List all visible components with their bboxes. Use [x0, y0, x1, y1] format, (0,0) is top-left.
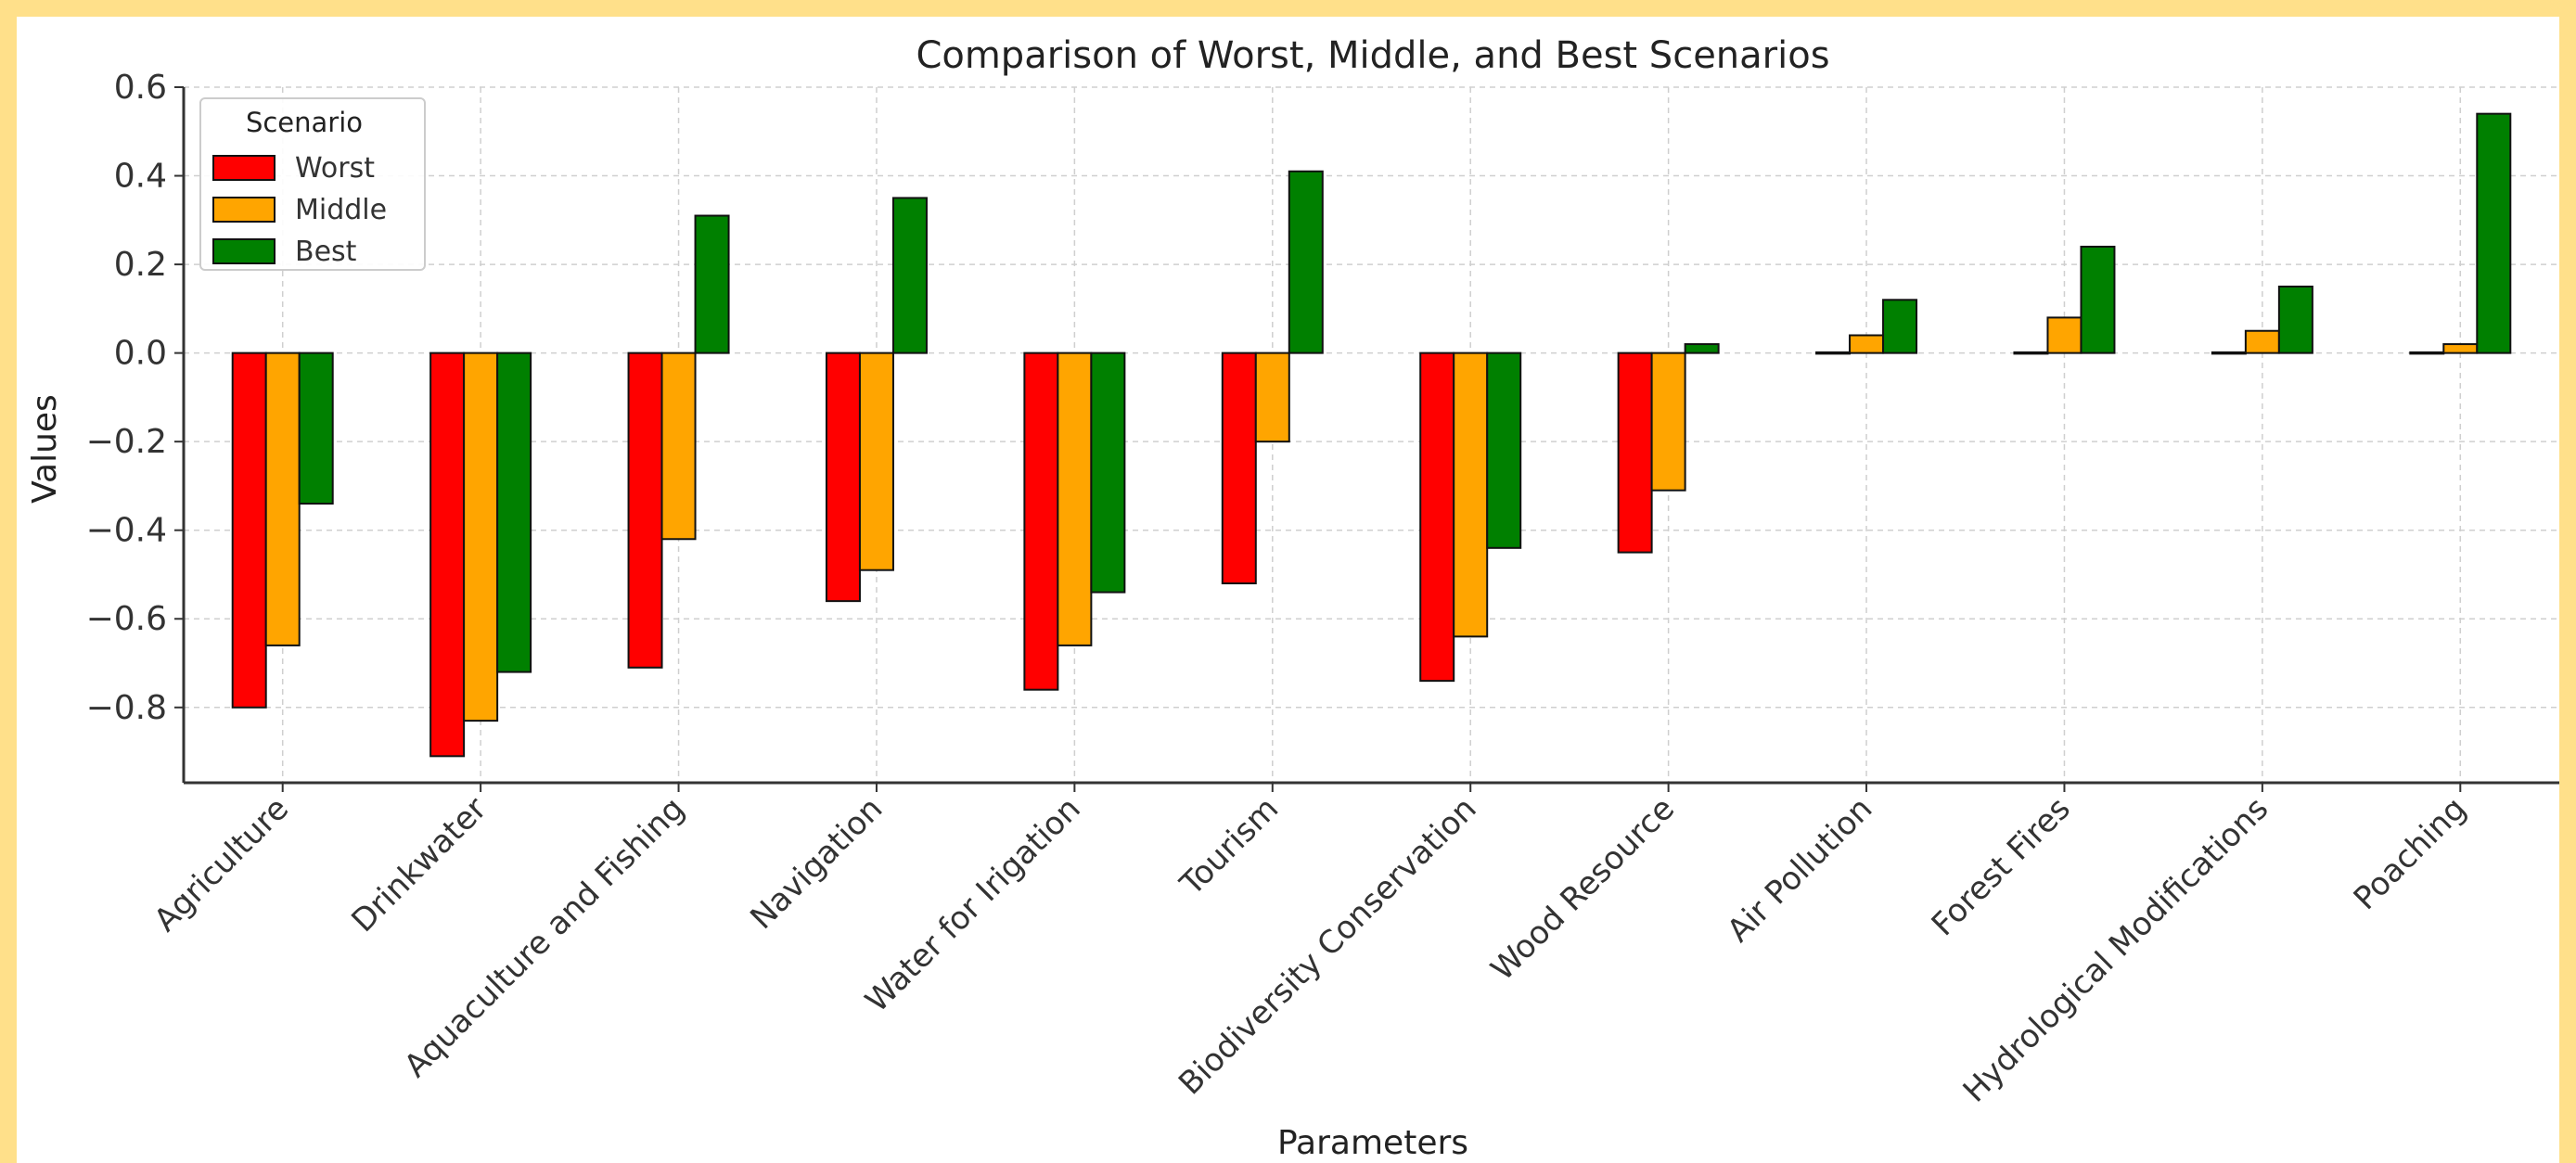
y-tick-labels: 0.6 0.4 0.2 0.0 −0.2 −0.4 −0.6 −0.8 — [86, 69, 184, 727]
y-tick-label: −0.2 — [86, 423, 167, 461]
bar-middle — [264, 351, 301, 646]
bar-best — [1090, 351, 1126, 594]
bar-best — [2080, 245, 2116, 354]
bar-worst — [1815, 351, 1852, 355]
legend-swatch-worst — [212, 155, 276, 181]
y-tick-label: 0.4 — [114, 158, 167, 196]
x-tick-label: Agriculture — [147, 790, 297, 939]
legend-items: Worst Middle Best — [212, 152, 387, 268]
x-tick-label: Air Pollution — [1720, 790, 1879, 950]
legend-label-middle: Middle — [295, 194, 387, 226]
y-tick-label: −0.6 — [86, 600, 167, 638]
bar-middle — [858, 351, 894, 571]
bar-best — [1882, 299, 1918, 354]
chart-title: Comparison of Worst, Middle, and Best Sc… — [916, 34, 1829, 77]
bar-middle — [2442, 343, 2479, 354]
bar-middle — [1650, 351, 1686, 492]
legend-swatch-middle — [212, 197, 276, 223]
bar-best — [1288, 170, 1324, 354]
bar-best — [496, 351, 532, 673]
legend: Scenario Worst Middle Best — [199, 97, 426, 271]
y-axis-title: Values — [26, 394, 64, 504]
bar-worst — [2013, 351, 2049, 355]
bar-middle — [2244, 329, 2280, 354]
bar-best — [2476, 112, 2512, 354]
bar-worst — [231, 351, 267, 709]
bar-middle — [463, 351, 499, 722]
grid-lines — [184, 86, 2559, 783]
bar-middle — [1453, 351, 1489, 638]
x-tick-label: Poaching — [2347, 790, 2474, 917]
bar-middle — [1849, 334, 1885, 354]
bar-worst — [429, 351, 466, 758]
x-tick-label: Wood Resource — [1484, 790, 1682, 988]
bar-middle — [1254, 351, 1290, 443]
y-tick-label: −0.4 — [86, 512, 167, 550]
chart-frame: 0.6 0.4 0.2 0.0 −0.2 −0.4 −0.6 −0.8 Agriculture… — [17, 17, 2559, 1163]
bar-worst — [1023, 351, 1059, 691]
bar-middle — [2046, 316, 2083, 354]
y-tick-label: 0.2 — [114, 246, 167, 284]
x-tick-label: Forest Fires — [1925, 790, 2078, 943]
x-tick-label: Tourism — [1173, 790, 1286, 903]
y-tick-label: −0.8 — [86, 689, 167, 727]
bar-chart: 0.6 0.4 0.2 0.0 −0.2 −0.4 −0.6 −0.8 Agriculture… — [26, 34, 2559, 1162]
axes — [182, 87, 2559, 785]
bar-worst — [1617, 351, 1653, 554]
bar-worst — [627, 351, 663, 669]
x-tick-label: Water for Irigation — [858, 790, 1087, 1019]
bar-worst — [825, 351, 861, 603]
bar-best — [1486, 351, 1522, 549]
bar-best — [2277, 285, 2313, 354]
bar-worst — [1419, 351, 1455, 683]
x-tick-label: Drinkwater — [344, 790, 493, 939]
legend-box — [199, 97, 426, 271]
bar-best — [1684, 343, 1720, 354]
bar-middle — [660, 351, 697, 541]
x-tick-label: Navigation — [743, 790, 890, 937]
legend-label-best: Best — [295, 236, 357, 268]
bar-middle — [1057, 351, 1093, 646]
legend-title: Scenario — [246, 107, 363, 138]
bars — [231, 112, 2512, 758]
x-axis-title: Parameters — [1277, 1124, 1468, 1162]
bar-worst — [1221, 351, 1257, 585]
y-tick-label: 0.6 — [114, 69, 167, 107]
legend-label-worst: Worst — [295, 152, 375, 185]
bar-best — [694, 214, 730, 354]
legend-swatch-best — [212, 238, 276, 264]
bar-worst — [2211, 351, 2247, 355]
y-tick-label: 0.0 — [114, 335, 167, 373]
bar-worst — [2409, 351, 2445, 355]
bar-best — [891, 197, 928, 354]
bar-best — [298, 351, 334, 505]
